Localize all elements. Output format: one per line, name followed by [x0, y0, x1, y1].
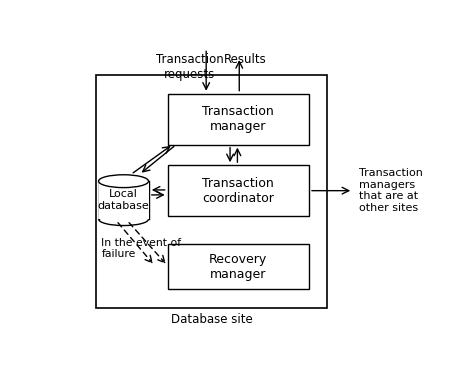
Text: Transaction
coordinator: Transaction coordinator [202, 177, 274, 205]
Bar [168, 165, 309, 216]
Text: Transaction
manager: Transaction manager [202, 105, 274, 133]
Text: Local
database: Local database [98, 190, 149, 211]
Text: Recovery
manager: Recovery manager [209, 252, 267, 280]
Bar [99, 181, 148, 219]
Text: Database site: Database site [171, 313, 253, 326]
Ellipse shape [99, 175, 148, 188]
Text: In the event of
failure: In the event of failure [101, 238, 182, 259]
Text: Transaction
managers
that are at
other sites: Transaction managers that are at other s… [359, 168, 422, 213]
Text: Transaction
requests: Transaction requests [156, 53, 224, 81]
Bar [96, 75, 328, 308]
Bar [168, 244, 309, 289]
Text: Results: Results [223, 53, 266, 66]
Bar [168, 94, 309, 145]
